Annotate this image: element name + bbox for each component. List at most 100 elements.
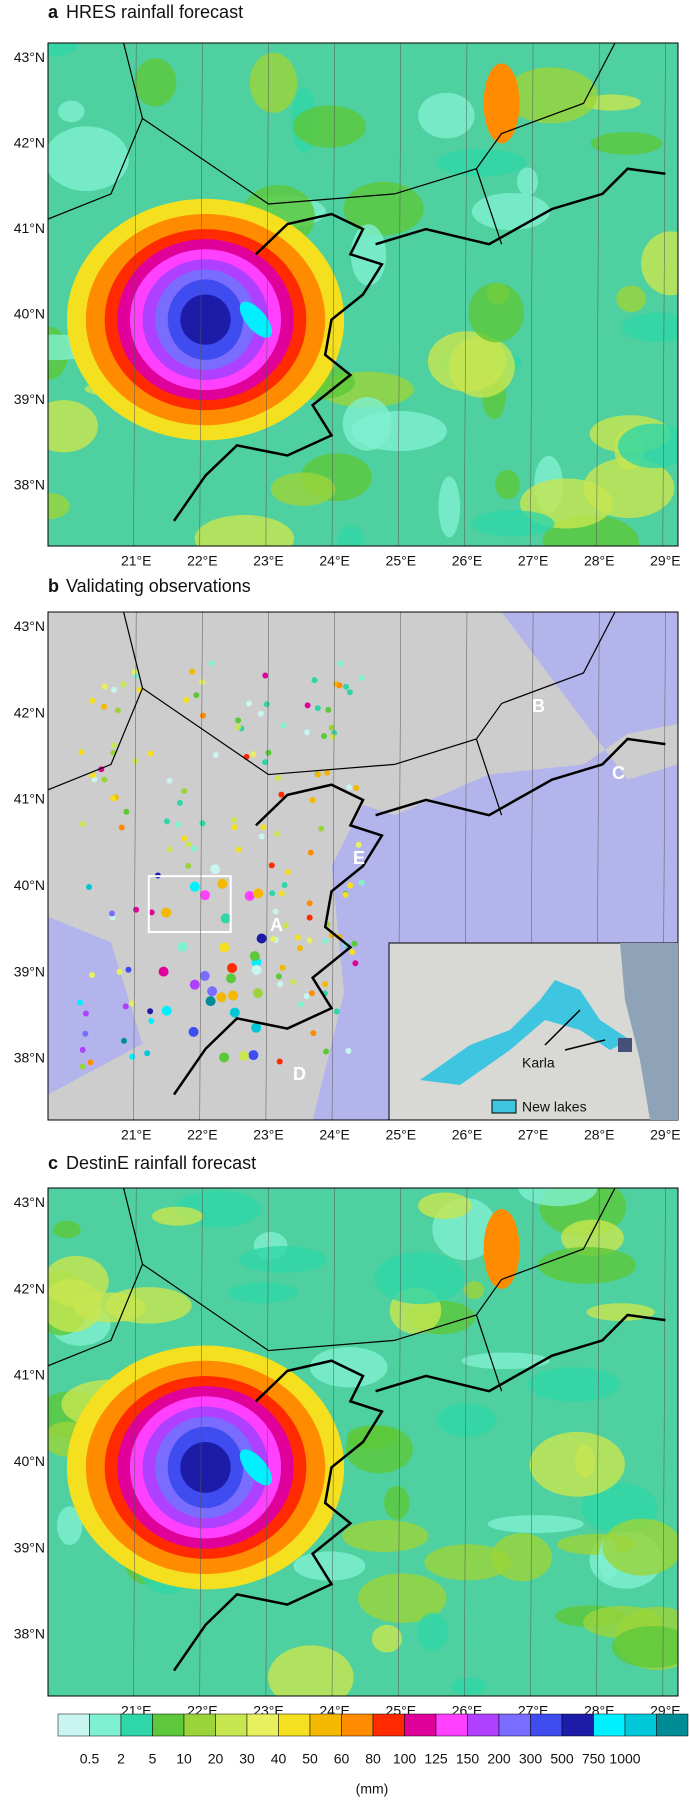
station — [307, 849, 314, 856]
station — [343, 683, 350, 690]
station — [188, 1026, 199, 1037]
colorbar-label: 150 — [456, 1751, 480, 1767]
station — [346, 689, 353, 696]
panel-title: HRES rainfall forecast — [66, 2, 243, 22]
graticule — [662, 1188, 666, 1696]
station — [309, 797, 316, 804]
colorbar-box — [57, 1713, 90, 1737]
coastline — [375, 737, 666, 817]
station — [199, 970, 210, 981]
field-patch — [57, 1506, 83, 1546]
lon-label: 23°E — [253, 1127, 284, 1143]
station — [248, 1050, 259, 1061]
station — [304, 729, 311, 736]
station — [308, 990, 315, 997]
station — [245, 700, 252, 707]
colorbar-label: 80 — [365, 1751, 381, 1767]
map-frame — [47, 42, 679, 547]
station — [122, 1003, 129, 1010]
station — [101, 703, 108, 710]
station — [190, 845, 197, 852]
colorbar-label: 10 — [176, 1751, 192, 1767]
field-patch — [491, 1533, 552, 1582]
graticule — [331, 43, 335, 546]
station — [306, 900, 313, 907]
station — [277, 981, 284, 988]
station — [234, 724, 241, 731]
lat-label: 42°N — [14, 134, 45, 150]
lon-label: 22°E — [187, 1127, 218, 1143]
lat-label: 40°N — [14, 305, 45, 321]
station — [129, 1053, 136, 1060]
station — [262, 759, 269, 766]
field-patch — [418, 1192, 472, 1220]
station — [238, 1050, 249, 1061]
station — [330, 733, 337, 740]
lat-label: 38°N — [14, 1626, 45, 1642]
station — [322, 981, 329, 988]
station — [125, 966, 132, 973]
colorbar-box — [152, 1713, 185, 1737]
station — [185, 841, 192, 848]
station — [220, 913, 231, 924]
station — [166, 777, 173, 784]
field-patch — [48, 492, 70, 520]
field-patch — [384, 1485, 410, 1520]
panel-letter: a — [48, 2, 59, 22]
colorbar-label: 20 — [208, 1751, 224, 1767]
rain-core — [239, 301, 272, 338]
field-patch — [560, 1219, 624, 1257]
field-patch — [48, 400, 98, 453]
station — [177, 941, 188, 952]
field-patch — [357, 1573, 447, 1623]
station — [176, 799, 183, 806]
station — [276, 1058, 283, 1065]
field-patch — [418, 92, 475, 139]
colorbar-label: 0.5 — [80, 1751, 100, 1767]
field-patch — [517, 167, 538, 196]
colorbar-box — [246, 1713, 279, 1737]
field-patch — [611, 1626, 678, 1668]
colorbar-unit: (mm) — [356, 1781, 389, 1797]
field-patch — [527, 1367, 620, 1402]
graticule — [133, 1188, 137, 1696]
graticule — [133, 612, 137, 1120]
station — [258, 833, 265, 840]
station — [78, 749, 85, 756]
rain-spot — [483, 1208, 520, 1289]
station — [148, 1018, 155, 1025]
field-patch — [270, 472, 336, 506]
station — [207, 986, 218, 997]
station — [336, 682, 343, 689]
station — [270, 936, 277, 943]
graticule — [464, 43, 468, 546]
station — [86, 883, 93, 890]
site-label: C — [612, 763, 625, 783]
lat-label: 38°N — [14, 1050, 45, 1066]
station — [181, 787, 188, 794]
colorbar-box — [309, 1713, 342, 1737]
station — [114, 707, 121, 714]
station — [189, 668, 196, 675]
station — [274, 830, 281, 837]
field-patch — [417, 1612, 448, 1652]
station — [337, 660, 344, 667]
station — [306, 937, 313, 944]
lon-label: 21°E — [121, 553, 152, 569]
rain-spot — [483, 63, 520, 144]
field-patch — [52, 1220, 81, 1239]
station — [133, 906, 140, 913]
station — [310, 1030, 317, 1037]
field-patch — [371, 1624, 403, 1653]
field-patch — [374, 1251, 465, 1305]
station — [275, 775, 282, 782]
graticule — [464, 1188, 468, 1696]
station — [253, 888, 264, 899]
field-patch — [345, 1425, 413, 1474]
rain-core — [180, 294, 231, 345]
station — [263, 701, 270, 708]
station — [210, 864, 221, 875]
station — [296, 945, 303, 952]
station — [314, 771, 321, 778]
border — [48, 1188, 144, 1367]
